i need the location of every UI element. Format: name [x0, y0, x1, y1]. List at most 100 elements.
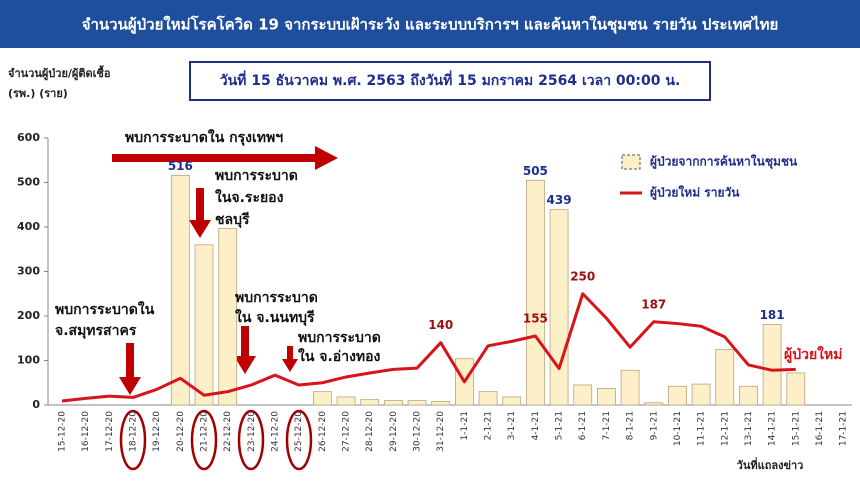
annotation: จ.สมุทรสาคร — [55, 323, 137, 339]
x-tick-label: 15-12-20 — [58, 411, 68, 452]
chart-title: จำนวนผู้ป่วยใหม่โรคโควิด 19 จากระบบเฝ้าร… — [82, 15, 779, 35]
annotation: ในจ.ระยอง — [215, 188, 284, 206]
bar — [691, 383, 711, 406]
header-bar — [0, 0, 860, 48]
x-tick-label: 11-1-21 — [697, 411, 707, 446]
bar — [502, 396, 522, 406]
highlight — [190, 409, 218, 471]
annotation: พบการระบาด — [298, 330, 381, 346]
highlight — [119, 409, 147, 471]
bar — [786, 372, 806, 406]
line-end-label: ผู้ป่วยใหม่ — [784, 345, 842, 363]
bar — [644, 402, 664, 406]
x-tick-label: 30-12-20 — [413, 411, 423, 452]
x-tick-label: 25-12-20 — [294, 411, 304, 452]
bar-value-label: 439 — [547, 193, 572, 207]
bar — [762, 324, 782, 406]
y-tick-label: 300 — [17, 265, 40, 278]
bar — [312, 391, 332, 406]
subtitle-box — [189, 61, 711, 101]
subtitle: วันที่ 15 ธันวาคม พ.ศ. 2563 ถึงวันที่ 15… — [220, 70, 681, 89]
bar — [478, 391, 498, 406]
y-tick-label: 400 — [17, 220, 40, 233]
x-tick-label: 29-12-20 — [389, 411, 399, 452]
x-tick-label: 5-1-21 — [555, 411, 565, 440]
x-tick-label: 24-12-20 — [271, 411, 281, 452]
x-tick-label: 7-1-21 — [602, 411, 612, 440]
bar — [668, 385, 687, 406]
bar — [597, 388, 616, 406]
highlight — [285, 409, 313, 471]
x-tick-label: 19-12-20 — [152, 411, 162, 452]
arrow — [282, 359, 298, 372]
y-label: จำนวนผู้ป่วย/ผู้ติดเชื้อ — [8, 65, 110, 81]
annotation: ชลบุรี — [215, 212, 250, 228]
x-tick-label: 22-12-20 — [223, 411, 233, 452]
bar — [715, 348, 735, 406]
bar — [573, 384, 593, 406]
x-tick-label: 2-1-21 — [484, 411, 494, 440]
bar — [360, 399, 380, 406]
bar — [218, 227, 238, 406]
y-tick-label: 0 — [32, 398, 40, 411]
arrow — [241, 326, 249, 358]
bar — [383, 400, 403, 406]
bar — [407, 400, 427, 406]
line-value-label: 140 — [428, 318, 453, 332]
x-tick-label: 20-12-20 — [176, 411, 186, 452]
line — [61, 292, 796, 403]
arrow — [119, 377, 141, 395]
line-value-label: 155 — [523, 312, 548, 326]
x-tick-label: 6-1-21 — [578, 411, 588, 440]
legend-label: ผู้ป่วยจากการค้นหาในชุมชน — [650, 154, 798, 170]
legend-swatch — [621, 154, 641, 170]
arrows — [112, 146, 338, 395]
line-value-label: 250 — [570, 269, 595, 283]
x-tick-label: 31-12-20 — [436, 411, 446, 452]
x-tick-label: 23-12-20 — [247, 411, 257, 452]
annotation: พบการระบาด — [235, 290, 318, 306]
bar — [431, 401, 451, 406]
x-tick-label: 16-1-21 — [815, 411, 825, 446]
annotation: พบการระบาดใน กรุงเทพฯ — [125, 128, 283, 146]
x-tick-label: 8-1-21 — [626, 411, 636, 440]
arrow — [287, 346, 293, 360]
bar — [739, 385, 758, 406]
y-tick-label: 600 — [17, 131, 40, 144]
annotation: ใน จ.อ่างทอง — [298, 347, 381, 365]
y-tick-label: 500 — [17, 176, 40, 189]
bar — [194, 244, 214, 406]
line-value-label: 187 — [641, 297, 666, 311]
bar — [170, 174, 190, 406]
bar-value-label: 505 — [523, 164, 548, 178]
bar — [336, 396, 356, 406]
annotation: พบการระบาด — [215, 168, 298, 184]
arrow — [234, 356, 256, 374]
x-tick-label: 21-12-20 — [200, 411, 210, 452]
highlight — [237, 409, 265, 471]
x-tick-label: 28-12-20 — [365, 411, 375, 452]
x-tick-label: 4-1-21 — [531, 411, 541, 440]
arrow — [126, 343, 134, 379]
x-label: วันที่แถลงข่าว — [737, 457, 804, 472]
annotation: พบการระบาดใน — [55, 300, 155, 318]
annotation: ใน จ.นนทบุรี — [235, 308, 315, 326]
bar — [549, 209, 569, 406]
x-tick-label: 13-1-21 — [744, 411, 754, 446]
x-tick-label: 9-1-21 — [649, 411, 659, 440]
x-tick-label: 26-12-20 — [318, 411, 328, 452]
bar-value-label: 181 — [760, 308, 785, 322]
x-tick-label: 16-12-20 — [81, 411, 91, 452]
arrow — [196, 188, 204, 222]
x-tick-label: 10-1-21 — [673, 411, 683, 446]
y-label: (รพ.) (ราย) — [8, 87, 68, 100]
x-tick-label: 15-1-21 — [791, 411, 801, 446]
x-tick-label: 3-1-21 — [507, 411, 517, 440]
x-tick-label: 12-1-21 — [720, 411, 730, 446]
legend-label: ผู้ป่วยใหม่ รายวัน — [650, 185, 740, 201]
x-tick-label: 14-1-21 — [768, 411, 778, 446]
y-tick-label: 100 — [17, 354, 40, 367]
x-tick-label: 17-1-21 — [839, 411, 849, 446]
bar — [620, 369, 640, 406]
